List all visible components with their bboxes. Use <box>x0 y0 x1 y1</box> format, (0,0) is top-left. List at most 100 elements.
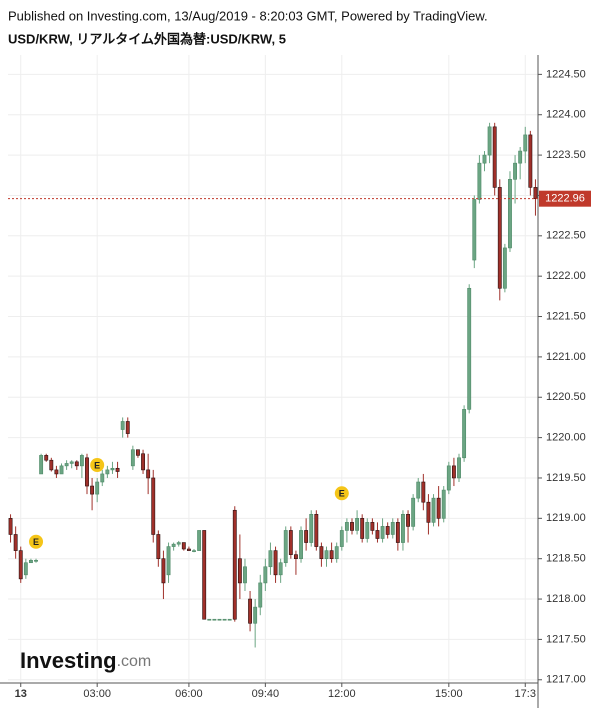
event-label: E <box>339 489 345 499</box>
x-tick-label: 12:00 <box>328 688 356 700</box>
event-label: E <box>33 537 39 547</box>
candle-body <box>421 481 426 503</box>
candle-body <box>146 469 151 479</box>
candle-body <box>319 546 324 559</box>
candle-body <box>248 598 252 624</box>
candle-body <box>390 522 395 535</box>
candle-body <box>186 548 191 551</box>
candle-body <box>44 455 49 461</box>
last-price-label: 1222.96 <box>545 193 585 205</box>
candle-body <box>360 518 365 539</box>
candle-body <box>64 463 69 467</box>
candle-body <box>100 473 105 483</box>
candle-body <box>151 477 156 535</box>
candle-body <box>258 582 263 608</box>
candle-body <box>253 606 258 624</box>
candle-body <box>171 543 176 547</box>
candle-body <box>202 530 207 620</box>
candle-body <box>74 461 79 467</box>
x-tick-label: 17:3 <box>515 688 536 700</box>
candle-body <box>95 481 100 495</box>
published-note: Published on Investing.com, 13/Aug/2019 … <box>8 8 488 23</box>
candle-body <box>39 455 44 475</box>
candle-body <box>401 513 405 543</box>
y-tick-label: 1223.50 <box>546 149 586 161</box>
candle-body <box>8 518 13 535</box>
candle-body <box>13 534 18 551</box>
candle-body <box>232 509 237 620</box>
y-tick-label: 1221.50 <box>546 310 586 322</box>
y-tick-label: 1220.00 <box>546 432 586 444</box>
candle-body <box>477 162 482 200</box>
candle-body <box>431 497 436 523</box>
candle-body <box>299 530 303 559</box>
y-tick-label: 1224.50 <box>546 68 586 80</box>
candle-body <box>487 126 492 156</box>
candle-body <box>446 465 451 491</box>
candle-body <box>59 465 64 475</box>
y-tick-label: 1217.00 <box>546 674 586 686</box>
candle-body <box>294 554 298 559</box>
candle-body <box>334 546 339 559</box>
event-label: E <box>94 460 100 470</box>
candle-body <box>181 542 186 550</box>
candle-body <box>85 457 89 487</box>
y-tick-label: 1218.00 <box>546 593 586 605</box>
candle-body <box>365 522 370 539</box>
x-tick-label: 03:00 <box>83 688 111 700</box>
candle-body <box>492 126 497 188</box>
candle-body <box>23 562 28 576</box>
last-price-box <box>539 190 591 207</box>
candle-body <box>130 449 135 467</box>
event-marker <box>29 534 44 549</box>
candle-body <box>243 566 247 584</box>
candle-body <box>436 497 441 519</box>
candle-body <box>309 513 314 543</box>
y-tick-label: 1221.00 <box>546 351 586 363</box>
candle-body <box>278 562 283 576</box>
candle-body <box>467 287 472 410</box>
candle-body <box>350 522 354 531</box>
candle-body <box>482 154 487 164</box>
candle-body <box>533 187 538 199</box>
y-tick-label: 1219.50 <box>546 472 586 484</box>
candle-body <box>523 134 528 152</box>
candle-body <box>370 522 375 531</box>
candle-body <box>115 467 120 472</box>
x-tick-label: 13 <box>15 688 27 700</box>
candle-body <box>451 465 456 479</box>
candle-body <box>156 534 161 559</box>
candle-body <box>197 530 202 551</box>
x-tick-label: 06:00 <box>175 688 203 700</box>
y-tick-label: 1219.00 <box>546 512 586 524</box>
candle-body <box>528 134 533 188</box>
candle-body <box>18 550 23 580</box>
symbol-title: USD/KRW, リアルタイム外国為替:USD/KRW, 5 <box>8 31 286 46</box>
candle-body <box>141 453 145 471</box>
candle-body <box>268 550 273 568</box>
candle-body <box>192 550 196 552</box>
plot-area: 1217.00 1217.50 1218.00 1218.50 1219.00 1219.… <box>0 55 591 708</box>
candle-body <box>273 550 278 576</box>
y-tick-label: 1217.50 <box>546 633 586 645</box>
event-marker <box>334 486 349 501</box>
candle-body <box>314 513 319 547</box>
candle-body <box>380 526 385 539</box>
candle-body <box>462 409 467 459</box>
candle-body <box>385 526 390 535</box>
candle-body <box>395 522 400 543</box>
candle-body <box>426 501 431 523</box>
candle-body <box>263 566 268 584</box>
candle-body <box>324 550 329 559</box>
candle-body <box>304 530 309 543</box>
logo-suffix: .com <box>117 653 152 670</box>
candle-body <box>69 461 74 464</box>
candle-body <box>110 467 115 471</box>
candle-body <box>411 497 416 527</box>
y-tick-label: 1222.00 <box>546 270 586 282</box>
candle-body <box>518 150 523 164</box>
candle-body <box>29 560 33 564</box>
event-marker <box>90 458 105 473</box>
candle-body <box>237 558 242 584</box>
y-tick-label: 1218.50 <box>546 553 586 565</box>
